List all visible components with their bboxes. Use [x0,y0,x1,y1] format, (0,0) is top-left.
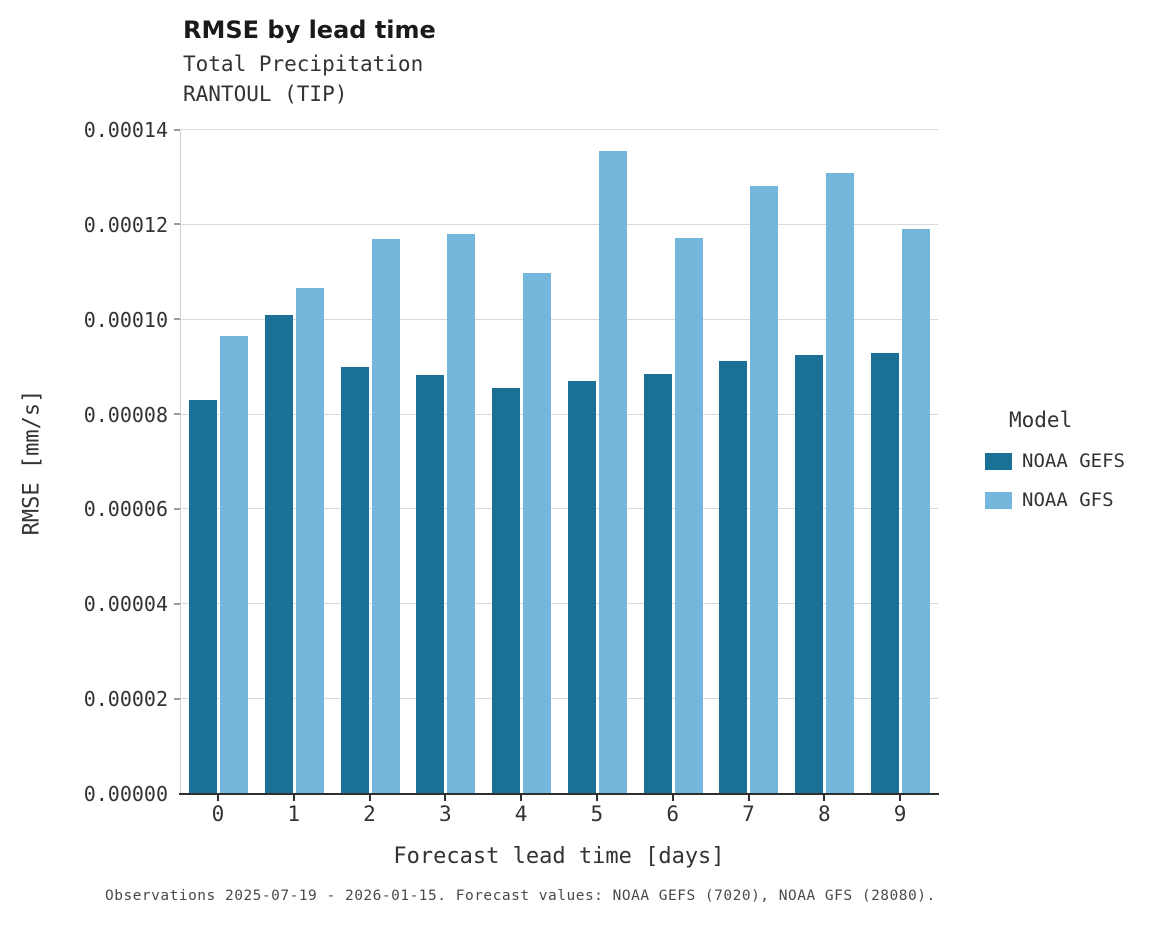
bar-group-lead-9 [862,130,938,794]
bar-noaa-gefs-lead-2 [340,367,369,794]
x-tick-label: 0 [211,802,225,826]
x-tick-mark [595,795,598,801]
bar-group-lead-1 [257,130,333,794]
bar-group-lead-3 [408,130,484,794]
x-tick-label: 1 [287,802,301,826]
legend: Model NOAA GEFS NOAA GFS [985,408,1175,528]
bar-noaa-gefs-lead-3 [416,374,445,794]
y-tick-label: 0.00006 [83,497,168,522]
gridline [174,128,938,131]
x-tick-label: 7 [742,802,755,826]
chart-subtitle-station: RANTOUL (TIP) [183,82,348,106]
bar-noaa-gefs-lead-0 [189,400,218,794]
x-tick-label: 6 [666,802,679,826]
y-tick-label: 0.00004 [83,592,168,617]
bar-noaa-gfs-lead-1 [296,288,325,794]
x-axis-title: Forecast lead time [days] [393,844,725,869]
bar-group-lead-5 [560,130,636,794]
bar-noaa-gefs-lead-9 [870,352,899,794]
gridline [174,318,938,321]
y-tick-label: 0.00002 [83,687,168,712]
x-tick-mark [368,795,371,801]
bar-noaa-gfs-lead-0 [220,336,249,794]
x-tick-label: 3 [438,802,452,826]
bar-noaa-gefs-lead-8 [794,354,823,794]
legend-swatch [985,452,1012,470]
legend-entry-noaa-gefs: NOAA GEFS [985,450,1175,472]
bar-noaa-gfs-lead-5 [598,151,627,794]
x-axis-line [179,793,939,795]
bar-noaa-gfs-lead-4 [523,273,552,794]
x-tick-label: 4 [514,802,528,826]
x-tick-mark [520,795,523,801]
x-tick-label: 8 [817,802,831,826]
bar-noaa-gfs-lead-8 [825,172,854,794]
x-tick-label: 9 [893,802,907,826]
bar-noaa-gfs-lead-6 [674,238,703,794]
plot-area [174,128,938,794]
x-tick-mark [899,795,902,801]
bar-group-lead-7 [711,130,787,794]
bar-noaa-gfs-lead-2 [371,239,400,794]
bar-noaa-gfs-lead-3 [447,234,476,794]
y-tick-label: 0.00014 [83,118,168,142]
bar-noaa-gefs-lead-7 [719,361,748,794]
bar-noaa-gefs-lead-6 [643,373,672,794]
bar-group-lead-6 [635,130,711,794]
gridline [174,413,938,416]
bar-noaa-gefs-lead-1 [265,314,294,794]
bar-noaa-gefs-lead-5 [567,381,596,794]
y-tick-label: 0.00010 [83,307,168,332]
legend-entries: NOAA GEFS NOAA GFS [985,450,1175,511]
y-tick-label: 0.00000 [83,782,168,806]
y-tick-label: 0.00012 [83,212,168,237]
x-tick-mark [444,795,447,801]
bar-series-container [181,130,938,794]
legend-title: Model [1009,408,1073,432]
gridline [174,507,938,510]
bar-group-lead-0 [181,130,257,794]
legend-swatch [985,491,1012,509]
legend-entry-label: NOAA GEFS [1022,450,1125,472]
bar-group-lead-8 [787,130,863,794]
x-tick-mark [292,795,295,801]
bar-group-lead-4 [484,130,560,794]
gridline [174,223,938,226]
y-axis-tick-labels: 0.00000 0.00002 0.00004 0.00006 0.00008 0.000… [0,120,168,804]
bar-noaa-gfs-lead-7 [750,185,779,794]
gridline [174,602,938,605]
x-tick-mark [823,795,826,801]
x-axis-tick-labels: 0 1 2 3 4 5 6 7 8 9 [180,802,938,826]
x-tick-mark [747,795,750,801]
bar-group-lead-2 [332,130,408,794]
legend-entry-noaa-gfs: NOAA GFS [985,489,1175,511]
x-tick-mark [216,795,219,801]
bar-noaa-gfs-lead-9 [901,228,930,794]
y-tick-label: 0.00008 [83,402,168,427]
x-tick-mark [671,795,674,801]
x-tick-label: 2 [363,802,376,826]
x-tick-label: 5 [590,802,604,826]
gridline [174,697,938,700]
chart-caption: Observations 2025-07-19 - 2026-01-15. Fo… [105,888,936,904]
chart-subtitle-variable: Total Precipitation [183,52,424,76]
legend-entry-label: NOAA GFS [1022,489,1114,511]
bar-noaa-gefs-lead-4 [492,388,521,794]
chart-title: RMSE by lead time [183,16,436,44]
